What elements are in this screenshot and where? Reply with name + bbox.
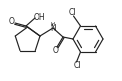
Text: O: O [53,46,59,55]
Text: O: O [9,17,15,26]
Text: N: N [50,24,56,33]
Text: OH: OH [34,12,45,21]
Text: H: H [51,21,55,26]
Text: Cl: Cl [74,61,81,70]
Text: Cl: Cl [69,8,76,17]
